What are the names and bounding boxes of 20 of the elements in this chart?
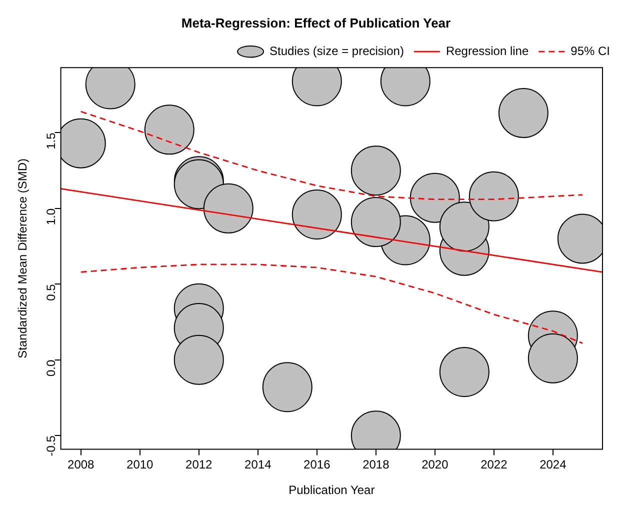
chart-title: Meta-Regression: Effect of Publication Year [181,15,451,30]
y-tick-label: 1.0 [44,208,58,226]
y-tick-label: 1.5 [44,132,58,150]
legend-label: Studies (size = precision) [270,44,404,58]
x-axis-title: Publication Year [288,483,375,498]
y-tick-label: 0.5 [44,284,58,301]
y-axis-title: Standardized Mean Difference (SMD) [16,158,30,358]
x-tick-label: 2018 [362,458,390,472]
x-tick-label: 2008 [68,458,95,472]
x-tick-label: 2012 [186,458,213,472]
legend-label: 95% CI [570,44,610,58]
x-tick-label: 2010 [126,458,154,472]
x-tick-label: 2016 [304,458,331,472]
legend-label: Regression line [446,44,529,58]
x-tick-label: 2020 [422,458,449,472]
x-tick-label: 2022 [480,458,508,472]
y-tick-label: 0.0 [44,360,58,377]
y-tick-label: -0.5 [44,435,58,456]
x-tick-label: 2024 [540,458,567,472]
x-tick-label: 2014 [244,458,272,472]
